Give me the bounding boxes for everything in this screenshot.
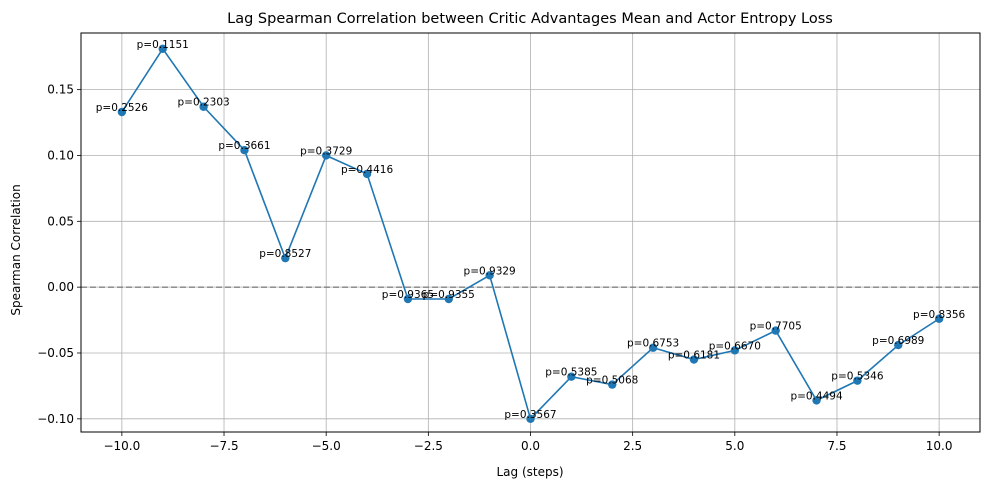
y-tick-label: 0.15 <box>47 83 74 97</box>
y-tick-label: 0.05 <box>47 214 74 228</box>
p-value-label: p=0.5346 <box>831 371 884 383</box>
data-point <box>689 355 699 364</box>
x-tick-label: 7.5 <box>827 439 846 453</box>
p-value-label: p=0.8527 <box>259 248 311 260</box>
p-value-label: p=0.5068 <box>586 375 638 387</box>
p-value-label: p=0.4494 <box>790 390 843 402</box>
y-tick-label: −0.10 <box>37 412 74 426</box>
p-value-label: p=0.3661 <box>218 140 270 152</box>
data-point <box>648 343 658 352</box>
data-point <box>485 271 494 280</box>
x-tick-label: 10.0 <box>926 439 953 453</box>
data-point <box>444 294 453 304</box>
p-value-label: p=0.6670 <box>709 340 761 352</box>
p-value-label: p=0.9355 <box>423 289 475 301</box>
p-value-label: p=0.9365 <box>382 289 434 301</box>
data-point <box>608 380 617 389</box>
data-point <box>812 396 821 405</box>
p-value-label: p=0.6753 <box>627 338 679 350</box>
x-tick-label: −7.5 <box>209 439 238 453</box>
p-value-label: p=0.9329 <box>464 265 516 277</box>
p-value-label: p=0.2303 <box>177 97 229 109</box>
y-axis-ticks: −0.10 −0.05 0.00 0.05 0.10 0.15 <box>37 83 81 426</box>
y-tick-label: −0.05 <box>37 346 74 360</box>
p-value-label: p=0.8356 <box>913 309 966 321</box>
p-value-label: p=0.7705 <box>750 321 802 333</box>
data-point <box>526 414 535 424</box>
y-tick-label: 0.10 <box>47 148 74 162</box>
p-value-label: p=0.6181 <box>668 350 720 362</box>
p-value-label: p=0.3729 <box>300 145 352 157</box>
y-tick-label: 0.00 <box>47 280 74 294</box>
p-value-label: p=0.2526 <box>96 102 149 114</box>
p-value-label: p=0.6989 <box>872 335 924 347</box>
data-point <box>321 151 331 160</box>
x-axis-ticks: −10.0 −7.5 −5.0 −2.5 0.0 2.5 5.0 7.5 10.0 <box>103 432 952 453</box>
x-tick-label: 0.0 <box>521 439 540 453</box>
annotations-group: p=0.2526 p=0.1151 p=0.2303 p=0.3661 p=0.8527… <box>96 39 966 421</box>
data-point <box>730 346 740 355</box>
series-group <box>117 44 944 424</box>
x-tick-label: −10.0 <box>103 439 140 453</box>
x-tick-label: −2.5 <box>414 439 443 453</box>
x-tick-label: −5.0 <box>312 439 341 453</box>
data-point <box>240 145 249 155</box>
data-point <box>117 107 127 117</box>
data-point <box>771 326 780 335</box>
x-tick-label: 5.0 <box>725 439 744 453</box>
data-point <box>934 314 944 323</box>
data-point <box>281 253 290 263</box>
chart-title: Lag Spearman Correlation between Critic … <box>227 11 833 27</box>
data-point <box>894 340 903 350</box>
data-point <box>403 294 413 304</box>
y-axis-label: Spearman Correlation <box>9 184 23 315</box>
p-value-label: p=0.4416 <box>341 164 394 176</box>
x-tick-label: 2.5 <box>623 439 642 453</box>
p-value-label: p=0.3567 <box>504 409 556 421</box>
p-value-label: p=0.5385 <box>545 367 597 379</box>
x-axis-label: Lag (steps) <box>496 465 563 479</box>
data-point <box>567 372 576 381</box>
data-point <box>199 102 208 111</box>
data-point <box>362 169 372 179</box>
data-point <box>853 376 862 385</box>
data-point <box>158 44 167 54</box>
p-value-label: p=0.1151 <box>137 39 189 51</box>
